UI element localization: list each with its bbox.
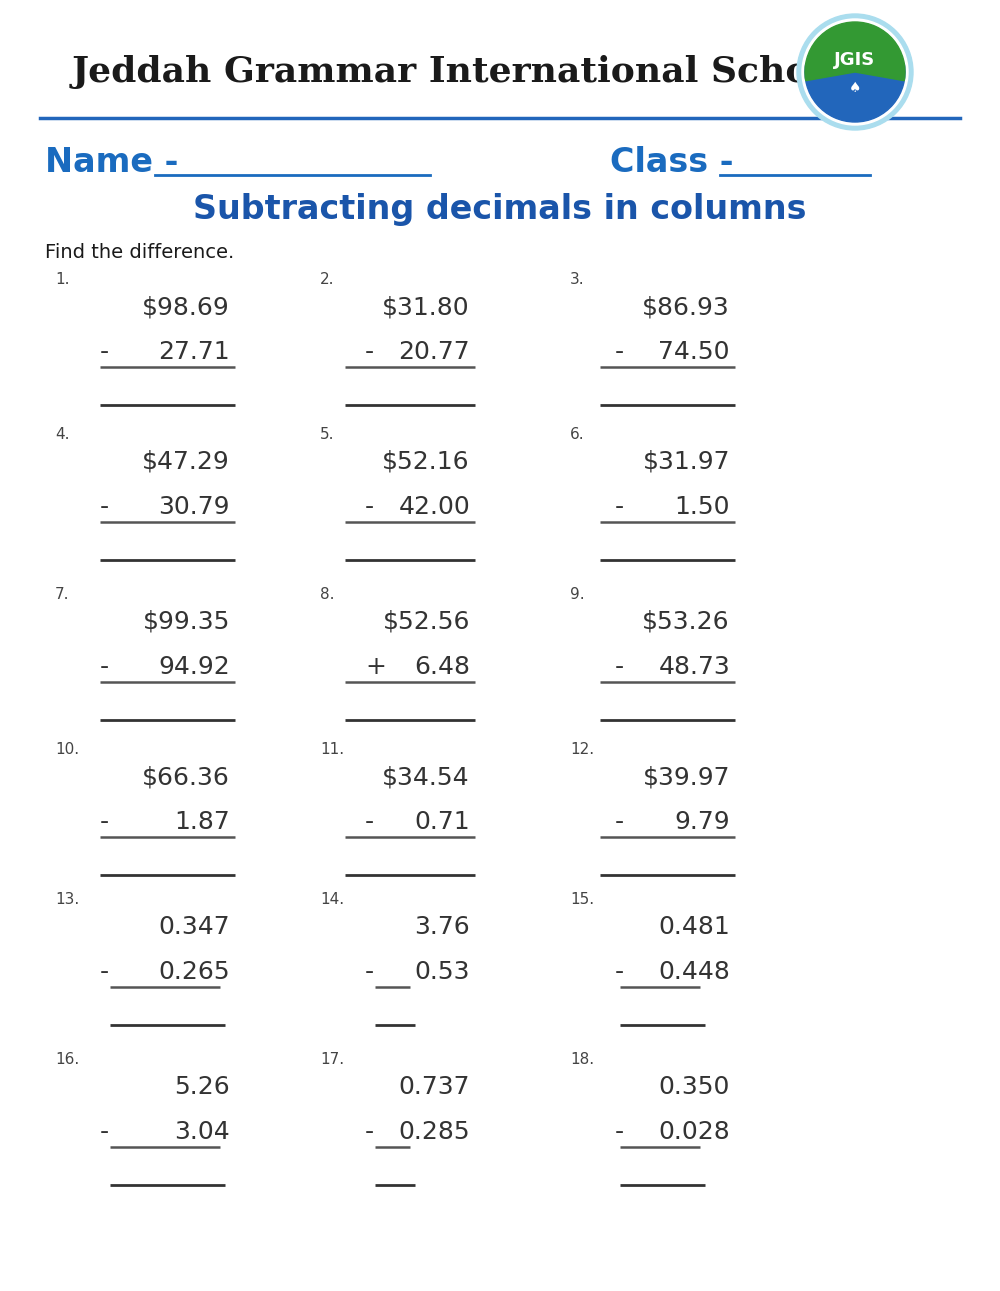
- Text: 6.48: 6.48: [414, 655, 470, 679]
- Text: -: -: [365, 340, 374, 364]
- Text: Name -: Name -: [45, 146, 178, 179]
- Text: $86.93: $86.93: [642, 296, 730, 319]
- Text: JGIS: JGIS: [834, 52, 876, 68]
- Text: 0.737: 0.737: [398, 1075, 470, 1099]
- Wedge shape: [805, 22, 905, 80]
- Wedge shape: [805, 63, 905, 123]
- Text: 9.: 9.: [570, 587, 585, 602]
- Text: -: -: [615, 961, 624, 984]
- Text: -: -: [615, 494, 624, 519]
- Text: 0.265: 0.265: [158, 961, 230, 984]
- Text: 94.92: 94.92: [158, 655, 230, 679]
- Text: 3.04: 3.04: [174, 1121, 230, 1144]
- Text: 42.00: 42.00: [398, 494, 470, 519]
- Text: 0.285: 0.285: [398, 1121, 470, 1144]
- Text: 2.: 2.: [320, 272, 334, 287]
- Text: $53.26: $53.26: [642, 611, 730, 634]
- Text: 0.481: 0.481: [658, 915, 730, 939]
- Text: -: -: [365, 494, 374, 519]
- Text: -: -: [615, 340, 624, 364]
- Text: Subtracting decimals in columns: Subtracting decimals in columns: [193, 194, 807, 226]
- Text: -: -: [100, 961, 109, 984]
- Text: -: -: [100, 655, 109, 679]
- Text: 8.: 8.: [320, 587, 334, 602]
- Text: $34.54: $34.54: [382, 766, 470, 789]
- Text: 7.: 7.: [55, 587, 70, 602]
- Text: 0.347: 0.347: [158, 915, 230, 939]
- Text: -: -: [365, 1121, 374, 1144]
- Text: 1.50: 1.50: [674, 494, 730, 519]
- Text: $98.69: $98.69: [142, 296, 230, 319]
- Text: $52.16: $52.16: [382, 451, 470, 474]
- Text: 3.: 3.: [570, 272, 585, 287]
- Text: -: -: [365, 961, 374, 984]
- Text: 5.26: 5.26: [174, 1075, 230, 1099]
- Text: ♠: ♠: [849, 81, 861, 96]
- Text: 27.71: 27.71: [158, 340, 230, 364]
- Text: $52.56: $52.56: [382, 611, 470, 634]
- Text: 0.71: 0.71: [414, 809, 470, 834]
- Text: -: -: [100, 809, 109, 834]
- Text: 9.79: 9.79: [674, 809, 730, 834]
- Text: 20.77: 20.77: [398, 340, 470, 364]
- Text: 48.73: 48.73: [658, 655, 730, 679]
- Text: 5.: 5.: [320, 427, 334, 442]
- Text: 15.: 15.: [570, 892, 594, 908]
- Text: $39.97: $39.97: [642, 766, 730, 789]
- Text: Find the difference.: Find the difference.: [45, 243, 234, 262]
- Text: $66.36: $66.36: [142, 766, 230, 789]
- Text: -: -: [615, 1121, 624, 1144]
- Circle shape: [797, 14, 913, 130]
- Text: 74.50: 74.50: [658, 340, 730, 364]
- Text: +: +: [365, 655, 386, 679]
- Text: 6.: 6.: [570, 427, 585, 442]
- Text: -: -: [615, 655, 624, 679]
- Text: 14.: 14.: [320, 892, 344, 908]
- Text: 13.: 13.: [55, 892, 79, 908]
- Text: -: -: [100, 494, 109, 519]
- Text: Jeddah Grammar International School: Jeddah Grammar International School: [72, 56, 848, 89]
- Text: -: -: [365, 809, 374, 834]
- Text: Class -: Class -: [610, 146, 734, 179]
- Circle shape: [802, 19, 908, 125]
- Text: 16.: 16.: [55, 1052, 79, 1066]
- Text: -: -: [615, 809, 624, 834]
- Text: $99.35: $99.35: [143, 611, 230, 634]
- Text: 11.: 11.: [320, 742, 344, 757]
- Text: $31.80: $31.80: [382, 296, 470, 319]
- Text: 3.76: 3.76: [414, 915, 470, 939]
- Text: -: -: [100, 340, 109, 364]
- Text: 1.: 1.: [55, 272, 70, 287]
- Text: 10.: 10.: [55, 742, 79, 757]
- Text: 0.350: 0.350: [659, 1075, 730, 1099]
- Text: 0.448: 0.448: [658, 961, 730, 984]
- Text: 30.79: 30.79: [158, 494, 230, 519]
- Text: 17.: 17.: [320, 1052, 344, 1066]
- Text: 12.: 12.: [570, 742, 594, 757]
- Text: $47.29: $47.29: [142, 451, 230, 474]
- Text: 0.028: 0.028: [658, 1121, 730, 1144]
- Text: 4.: 4.: [55, 427, 70, 442]
- Text: 18.: 18.: [570, 1052, 594, 1066]
- Text: 1.87: 1.87: [174, 809, 230, 834]
- Text: $31.97: $31.97: [642, 451, 730, 474]
- Text: 0.53: 0.53: [415, 961, 470, 984]
- Text: -: -: [100, 1121, 109, 1144]
